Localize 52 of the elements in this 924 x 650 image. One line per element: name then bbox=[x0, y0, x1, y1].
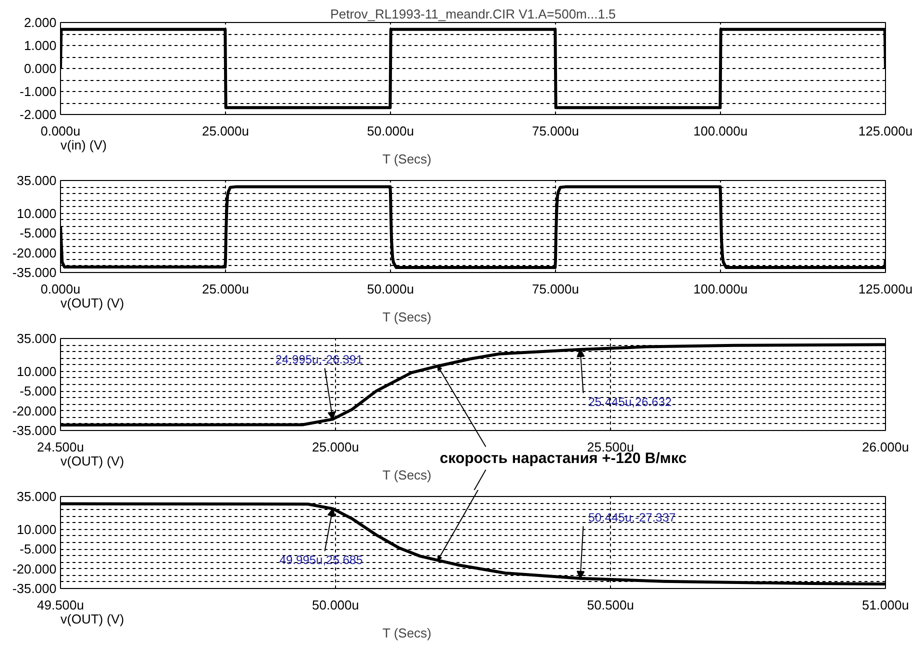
y-tick-label: -5.000 bbox=[20, 542, 57, 557]
x-tick-label: 75.000u bbox=[532, 282, 580, 296]
x-tick-label: 50.000u bbox=[367, 124, 414, 138]
x-tick-label: 100.000u bbox=[693, 124, 748, 138]
annotation: 50.445u,-27.337 bbox=[588, 510, 676, 525]
annotation: 24.995u,-26.391 bbox=[275, 352, 364, 367]
x-tick-label: 0.000u bbox=[40, 124, 80, 138]
x-tick-label: 25.000u bbox=[202, 124, 250, 138]
y-tick-label: -5.000 bbox=[20, 384, 57, 399]
x-tick-label: 26.000u bbox=[862, 440, 910, 454]
y-tick-label: 1.000 bbox=[24, 38, 57, 53]
y-tick-label: -35.000 bbox=[12, 581, 57, 596]
y-tick-label: 10.000 bbox=[16, 206, 57, 221]
y-tick-label: 35.000 bbox=[16, 173, 57, 188]
annotation: 49.995u,25.685 bbox=[279, 552, 364, 567]
y-tick-label: -35.000 bbox=[12, 423, 57, 438]
x-tick-label: 100.000u bbox=[693, 282, 748, 296]
text: v(OUT) (V) bbox=[60, 454, 124, 469]
x-tick-label: 50.000u bbox=[367, 282, 414, 296]
x-axis-title: T (Secs) bbox=[382, 310, 432, 324]
y-tick-label: -5.000 bbox=[20, 226, 57, 241]
y-tick-label: 0.000 bbox=[24, 61, 57, 76]
x-axis-title: T (Secs) bbox=[382, 626, 432, 640]
x-tick-label: 49.500u bbox=[37, 598, 84, 612]
x-tick-label: 24.500u bbox=[37, 440, 84, 454]
x-tick-label: 50.000u bbox=[312, 598, 360, 612]
y-tick-label: 35.000 bbox=[16, 331, 57, 346]
annotation: 25.445u,26.632 bbox=[588, 394, 672, 409]
x-tick-label: 0.000u bbox=[40, 282, 80, 296]
y-tick-label: 2.000 bbox=[24, 15, 57, 30]
x-tick-label: 25.000u bbox=[202, 282, 250, 296]
x-tick-label: 125.000u bbox=[858, 124, 913, 138]
text: v(OUT) (V) bbox=[60, 612, 124, 627]
text: v(OUT) (V) bbox=[60, 296, 124, 311]
x-tick-label: 51.000u bbox=[862, 598, 910, 612]
y-tick-label: -20.000 bbox=[12, 245, 57, 260]
x-tick-label: 75.000u bbox=[532, 124, 580, 138]
y-tick-label: 10.000 bbox=[16, 522, 57, 537]
y-tick-label: -2.000 bbox=[20, 107, 57, 122]
y-tick-label: 35.000 bbox=[16, 489, 57, 504]
y-tick-label: 10.000 bbox=[16, 364, 57, 379]
y-tick-label: -1.000 bbox=[20, 84, 57, 99]
x-tick-label: 25.000u bbox=[312, 440, 360, 454]
y-tick-label: -20.000 bbox=[12, 403, 57, 418]
x-tick-label: 125.000u bbox=[858, 282, 913, 296]
y-tick-label: -20.000 bbox=[12, 561, 57, 576]
text: v(in) (V) bbox=[60, 138, 107, 153]
x-axis-title: T (Secs) bbox=[382, 152, 432, 166]
x-tick-label: 50.500u bbox=[587, 598, 634, 612]
chart-title: Petrov_RL1993-11_meandr.CIR V1.A=500m...1.5 bbox=[330, 6, 616, 22]
x-axis-title: T (Secs) bbox=[382, 468, 432, 482]
y-tick-label: -35.000 bbox=[12, 265, 57, 280]
